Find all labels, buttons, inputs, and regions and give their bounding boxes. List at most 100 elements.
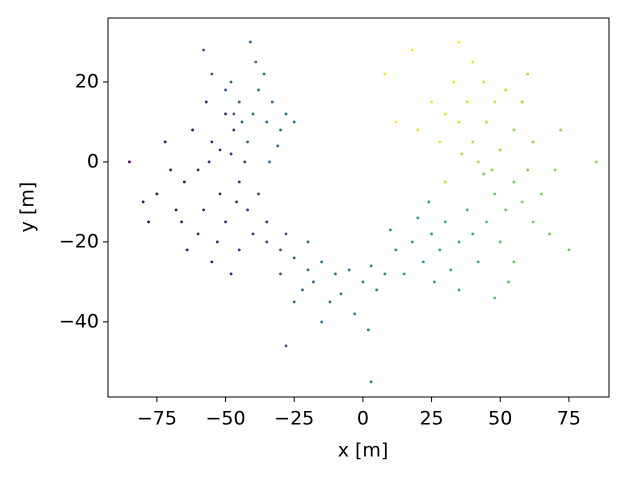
point — [251, 232, 255, 236]
x-tick-label: −25 — [274, 408, 314, 430]
point — [553, 168, 557, 172]
point — [224, 220, 227, 224]
point — [141, 200, 145, 204]
point — [262, 72, 266, 76]
point — [320, 320, 324, 324]
point — [520, 200, 524, 204]
point — [457, 120, 461, 124]
point — [218, 192, 222, 196]
point — [202, 48, 205, 52]
point — [320, 260, 324, 264]
point — [292, 256, 296, 260]
point — [279, 272, 282, 276]
point — [416, 216, 420, 220]
x-axis-label: x [m] — [338, 440, 389, 462]
point — [306, 240, 310, 244]
point — [229, 152, 233, 156]
point — [432, 280, 436, 284]
point — [196, 232, 200, 236]
x-tick-label: 0 — [357, 408, 369, 430]
point — [254, 60, 258, 64]
point — [265, 220, 269, 224]
y-tick-label: 20 — [75, 70, 99, 92]
x-tick-label: −50 — [206, 408, 246, 430]
point — [229, 272, 233, 276]
point — [284, 344, 288, 348]
point — [246, 208, 249, 212]
point — [210, 72, 214, 76]
point — [526, 168, 530, 172]
point — [471, 232, 475, 236]
point — [438, 248, 442, 252]
point — [292, 120, 296, 124]
point — [504, 88, 508, 92]
point — [476, 160, 480, 164]
point — [268, 160, 271, 164]
point — [251, 112, 255, 116]
point — [155, 192, 159, 196]
point — [449, 268, 453, 272]
point — [402, 272, 406, 276]
point — [485, 120, 488, 124]
point — [284, 112, 288, 116]
point — [246, 140, 249, 144]
point — [163, 140, 167, 144]
point — [243, 160, 247, 164]
point — [383, 72, 387, 76]
x-tick-label: 75 — [557, 408, 581, 430]
point — [174, 208, 178, 212]
point — [504, 208, 508, 212]
point — [279, 248, 282, 252]
point — [465, 100, 469, 104]
point — [215, 240, 219, 244]
point — [257, 192, 260, 196]
point — [512, 180, 516, 184]
point — [204, 100, 208, 104]
point — [493, 296, 497, 300]
point — [147, 220, 151, 224]
point — [339, 292, 343, 296]
point — [460, 152, 464, 156]
y-axis-label: y [m] — [17, 182, 39, 233]
point — [237, 180, 241, 184]
point — [443, 112, 447, 116]
point — [276, 144, 280, 148]
point — [375, 288, 379, 292]
point — [210, 140, 214, 144]
point — [485, 220, 488, 224]
point — [169, 168, 173, 172]
point — [394, 120, 398, 124]
point — [235, 200, 238, 204]
point — [279, 128, 282, 132]
point — [471, 60, 475, 64]
x-tick-label: 25 — [419, 408, 443, 430]
point — [427, 200, 431, 204]
point — [312, 280, 315, 284]
point — [498, 148, 502, 152]
point — [182, 180, 186, 184]
point — [284, 232, 288, 236]
point — [369, 380, 373, 384]
point — [196, 168, 200, 172]
point — [531, 140, 535, 144]
point — [257, 88, 260, 92]
point — [306, 268, 310, 272]
point — [567, 248, 571, 252]
point — [185, 248, 189, 252]
points — [128, 40, 598, 384]
point — [202, 208, 205, 212]
point — [512, 128, 516, 132]
point — [457, 240, 461, 244]
point — [512, 260, 516, 264]
point — [594, 160, 598, 164]
point — [394, 248, 398, 252]
point — [240, 120, 244, 124]
y-tick-label: −40 — [59, 310, 99, 332]
point — [218, 148, 222, 152]
y-tick-label: 0 — [87, 150, 99, 172]
point — [498, 240, 502, 244]
point — [416, 128, 420, 132]
point — [237, 100, 241, 104]
